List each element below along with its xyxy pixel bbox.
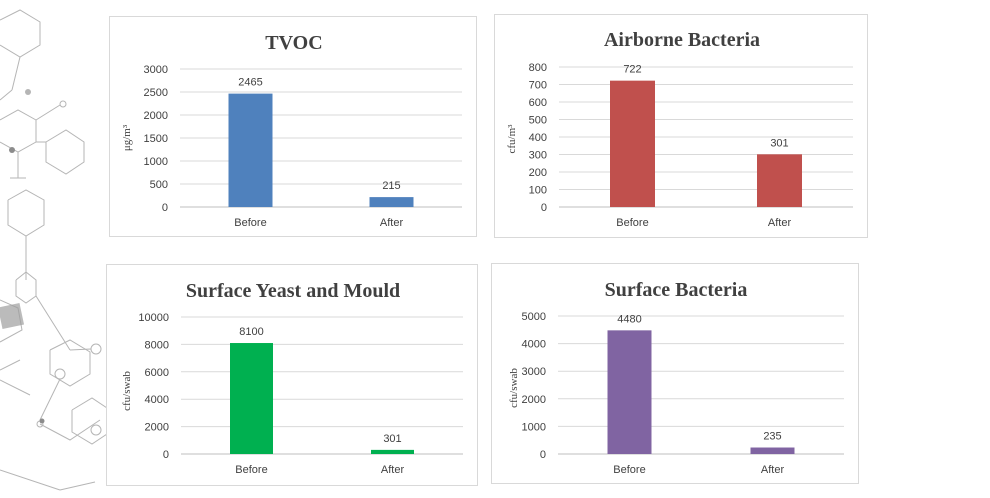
- tvoc-plot-area: 0 500 1000 1500 2000 2500 3000 2465 Before 215 Aft…: [144, 64, 462, 229]
- tvoc-chart: TVOC μg/m³ 0 500 1000 1500 2000 2500 3000 2465 B…: [121, 32, 462, 229]
- category-label: Before: [613, 464, 645, 476]
- y-axis-label: cfu/swab: [121, 371, 133, 411]
- category-label: Before: [235, 464, 267, 476]
- y-axis-label: cfu/swab: [508, 368, 520, 408]
- y-tick-label: 3000: [144, 64, 168, 76]
- y-tick-label: 2000: [144, 110, 168, 122]
- y-tick-label: 1500: [144, 133, 168, 145]
- y-tick-label: 600: [529, 97, 547, 109]
- y-tick-label: 10000: [138, 312, 169, 324]
- y-tick-label: 0: [540, 449, 546, 461]
- y-tick-label: 500: [529, 115, 547, 127]
- data-label: 4480: [617, 313, 641, 325]
- y-tick-label: 1000: [144, 156, 168, 168]
- data-label: 8100: [239, 326, 263, 338]
- y-tick-label: 0: [163, 449, 169, 461]
- chart-title: Surface Yeast and Mould: [186, 280, 400, 302]
- y-axis-label: μg/m³: [121, 124, 133, 151]
- bar-before: [228, 93, 273, 207]
- data-label: 2465: [238, 77, 262, 89]
- y-tick-label: 400: [529, 132, 547, 144]
- category-label: Before: [234, 217, 266, 229]
- y-tick-label: 300: [529, 150, 547, 162]
- bar-after: [369, 197, 414, 207]
- y-tick-label: 6000: [145, 367, 169, 379]
- y-axis-label: cfu/m³: [506, 124, 518, 154]
- y-tick-label: 2000: [145, 422, 169, 434]
- data-label: 301: [383, 433, 401, 445]
- chart-title: Surface Bacteria: [605, 279, 748, 301]
- y-tick-label: 2000: [522, 394, 546, 406]
- surface-bacteria-chart-panel: Surface Bacteria cfu/swab 0 1000 2000 3000 4…: [491, 263, 859, 484]
- y-tick-label: 4000: [145, 394, 169, 406]
- airborne-bacteria-chart-panel: Airborne Bacteria cfu/m³ 0 100 200 300 400 50…: [494, 14, 868, 238]
- y-tick-label: 800: [529, 62, 547, 74]
- data-label: 235: [763, 431, 781, 443]
- y-tick-label: 5000: [522, 311, 546, 323]
- y-tick-label: 8000: [145, 339, 169, 351]
- data-label: 215: [382, 180, 400, 192]
- airborne-bacteria-chart: Airborne Bacteria cfu/m³ 0 100 200 300 400 50…: [506, 29, 853, 229]
- bar-before: [230, 343, 273, 454]
- category-label: After: [381, 464, 405, 476]
- tvoc-chart-panel: TVOC μg/m³ 0 500 1000 1500 2000 2500 3000 2465 B…: [109, 16, 477, 237]
- y-tick-label: 0: [541, 202, 547, 214]
- y-tick-label: 1000: [522, 421, 546, 433]
- y-tick-label: 500: [150, 179, 168, 191]
- y-tick-label: 700: [529, 80, 547, 92]
- bar-after: [371, 449, 414, 454]
- y-tick-label: 200: [529, 167, 547, 179]
- chart-title: Airborne Bacteria: [604, 29, 760, 51]
- category-label: After: [768, 217, 792, 229]
- surface-yeast-mould-chart: Surface Yeast and Mould cfu/swab 0 2000 40…: [121, 280, 463, 476]
- surface-bacteria-chart: Surface Bacteria cfu/swab 0 1000 2000 3000 4…: [508, 279, 844, 476]
- bar-after: [757, 154, 802, 207]
- bar-after: [750, 447, 795, 454]
- category-label: Before: [616, 217, 648, 229]
- surface-yeast-mould-chart-panel: Surface Yeast and Mould cfu/swab 0 2000 40…: [106, 264, 478, 486]
- category-label: After: [761, 464, 785, 476]
- y-tick-label: 4000: [522, 339, 546, 351]
- airborne-bacteria-plot-area: 0 100 200 300 400 500 600 700 800 722 Before 301 Aft…: [529, 62, 853, 229]
- data-label: 722: [623, 64, 641, 76]
- category-label: After: [380, 217, 404, 229]
- y-tick-label: 3000: [522, 366, 546, 378]
- y-tick-label: 0: [162, 202, 168, 214]
- surface-yeast-mould-plot-area: 0 2000 4000 6000 8000 10000 8100 Before 301 After: [138, 312, 463, 476]
- molecule-decoration: [0, 9, 111, 491]
- bar-before: [607, 330, 652, 454]
- chart-title: TVOC: [265, 32, 322, 54]
- data-label: 301: [770, 137, 788, 149]
- y-tick-label: 2500: [144, 87, 168, 99]
- y-tick-label: 100: [529, 185, 547, 197]
- bar-before: [610, 80, 655, 207]
- surface-bacteria-plot-area: 0 1000 2000 3000 4000 5000 4480 Before 235 After: [522, 311, 844, 476]
